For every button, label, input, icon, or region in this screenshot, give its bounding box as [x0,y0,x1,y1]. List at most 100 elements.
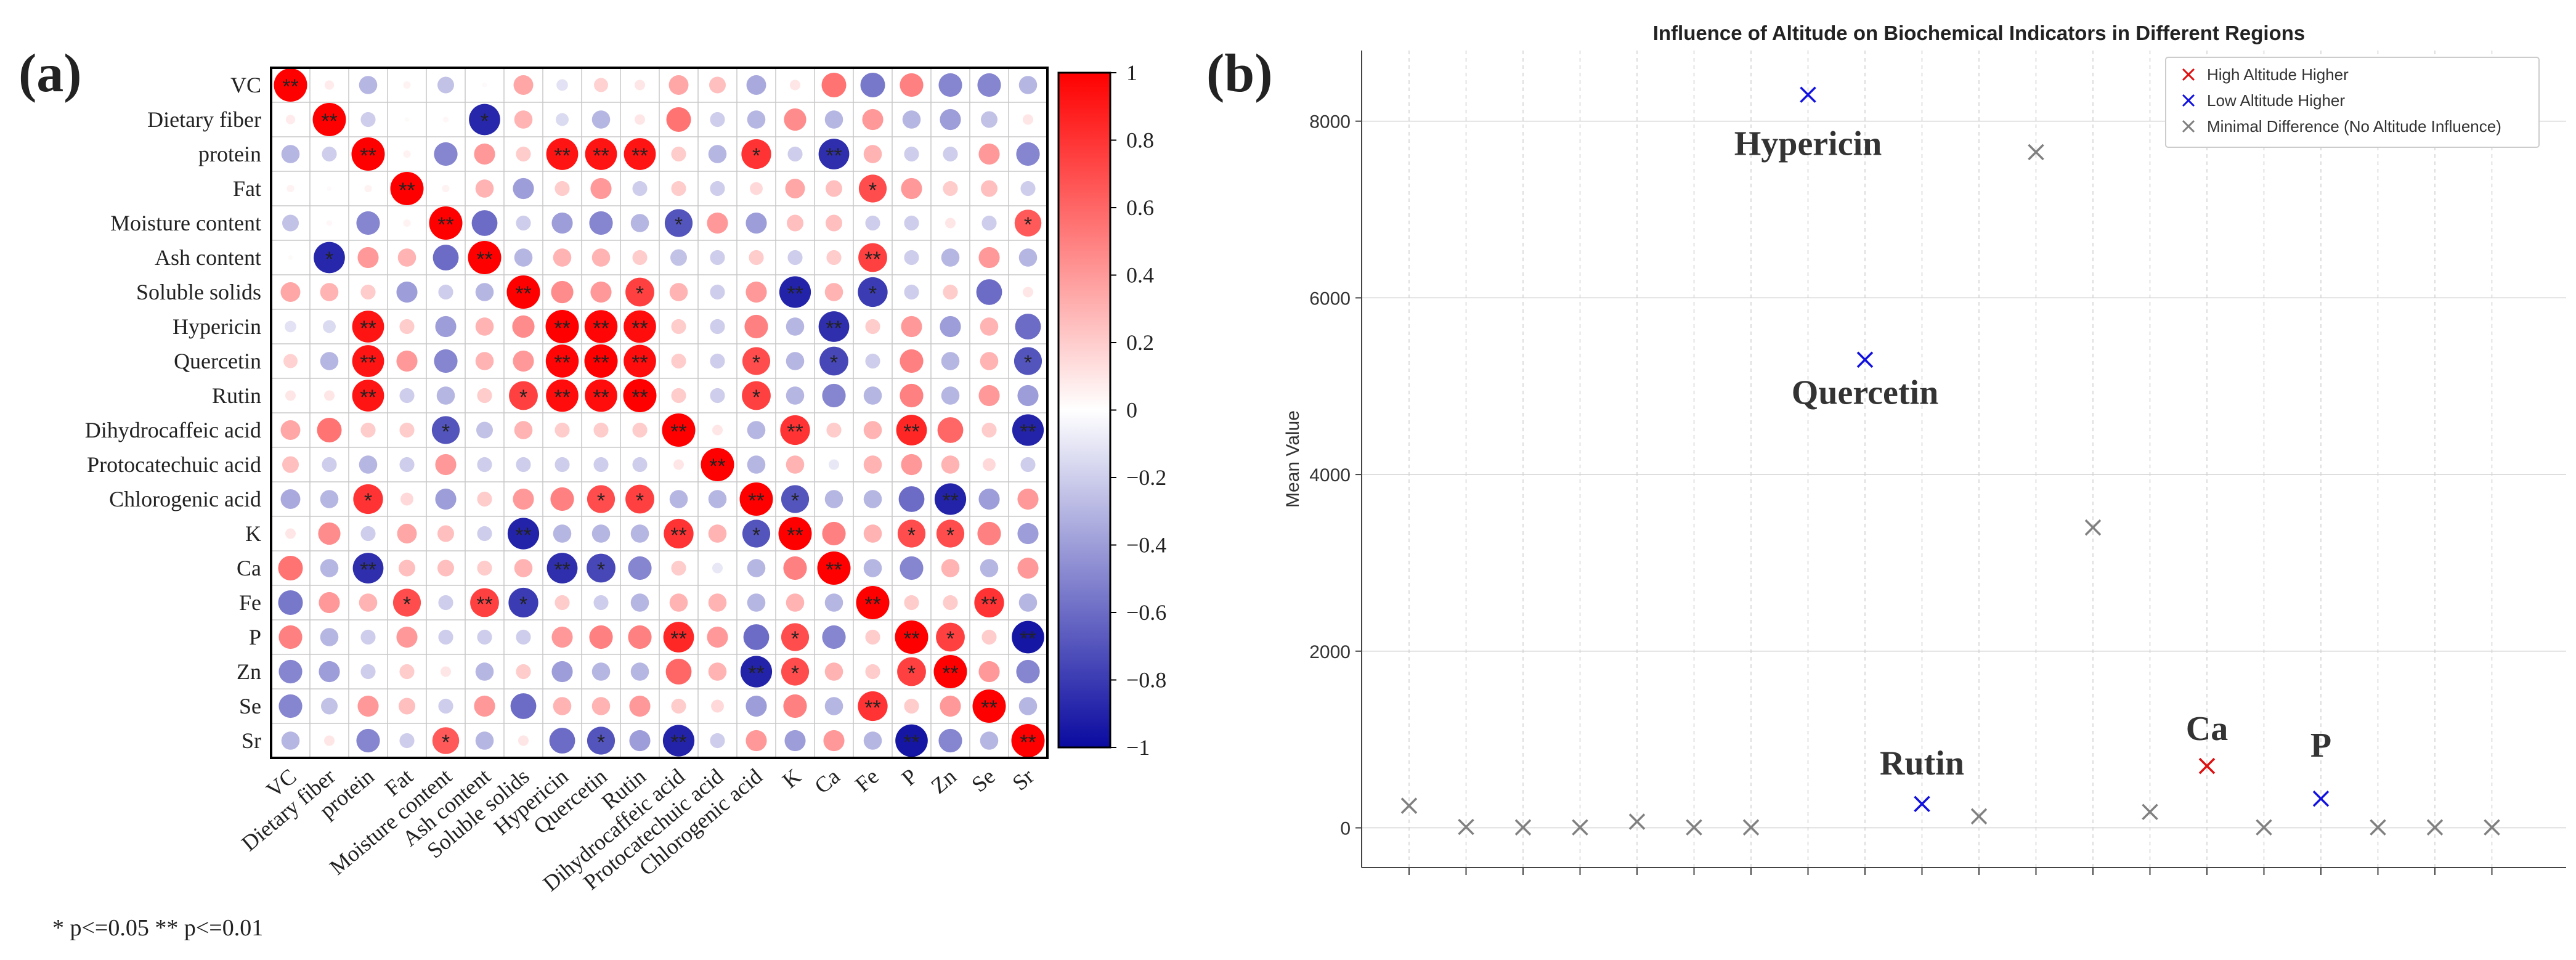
row-labels: VC Dietary fiber protein Fat Moisture conten… [85,73,261,753]
correlation-circle [671,319,686,335]
scatter-point [1400,797,1418,814]
correlation-circle [1015,314,1041,340]
correlation-circle [860,72,885,98]
significance-mark: ** [360,317,376,340]
significance-mark: ** [360,386,376,409]
correlation-circle [858,174,887,203]
significance-mark: ** [670,420,686,444]
correlation-circle [897,657,926,686]
significance-mark: * [442,731,450,754]
correlation-circle [786,317,805,336]
correlation-circle [671,388,686,404]
correlation-circle [556,113,569,126]
significance-mark: ** [826,144,842,168]
correlation-circle [476,421,493,439]
correlation-circle [824,697,843,715]
colorbar-tick-label: 0.4 [1126,263,1154,288]
correlation-circle [701,448,734,481]
colorbar-tick-label: 0.2 [1126,330,1154,355]
significance-mark: * [597,489,605,513]
correlation-circle [822,521,846,546]
significance-mark: * [636,282,644,306]
significance-mark: * [752,386,760,409]
significance-mark: ** [360,351,376,375]
correlation-circle [516,457,531,473]
correlation-circle [477,388,492,404]
correlation-circle [323,390,335,401]
row-label: Zn [237,659,261,684]
significance-mark: ** [554,351,570,375]
correlation-circle [546,138,579,170]
correlation-circle [904,215,919,231]
correlation-circle [712,425,723,436]
correlation-circle [632,250,648,266]
column-label: Se [967,763,999,797]
correlation-circle [671,146,686,162]
scatter-grid [1362,51,2566,868]
correlation-circle [708,524,727,543]
correlation-circle [399,559,415,577]
correlation-circle [710,353,725,369]
y-tick-label: 8000 [1309,112,1351,132]
significance-mark: ** [554,317,570,340]
correlation-circle [824,593,843,612]
correlation-circle [513,350,534,372]
significance-mark: ** [942,489,958,513]
correlation-circle [934,483,967,515]
correlation-circle [1022,114,1034,125]
correlation-circle [437,76,454,94]
significance-mark: ** [1020,420,1036,444]
correlation-circle [359,455,378,474]
correlation-circle [360,422,376,438]
significance-mark: ** [903,731,919,754]
correlation-circle [624,310,656,343]
correlation-circle [980,559,999,577]
correlation-circle [858,277,888,307]
correlation-circle [822,625,846,649]
correlation-circle [741,139,771,169]
correlation-circle [818,139,850,169]
correlation-circle [863,386,882,405]
significance-mark: ** [1020,627,1036,651]
correlation-circle [865,629,880,645]
correlation-circle [817,551,851,585]
correlation-circle [442,184,450,193]
correlation-circle [360,284,376,300]
correlation-circle [396,350,418,372]
row-label: Dietary fiber [147,107,261,132]
significance-mark: * [946,627,954,651]
correlation-circle [826,180,842,197]
correlation-circle [470,588,499,617]
correlation-circle [750,182,763,195]
correlation-circle [662,413,696,447]
colorbar [1057,71,1111,749]
correlation-circle [780,415,810,445]
correlation-circle [786,593,805,612]
correlation-circle [551,280,574,304]
significance-mark: ** [554,386,570,409]
correlation-circle [281,731,300,750]
correlation-circle [397,248,416,267]
correlation-circle [319,661,340,683]
correlation-circle [901,454,922,476]
column-label: Ca [810,763,844,798]
correlation-circle [353,484,383,515]
correlation-circle [357,695,379,717]
significance-mark: ** [593,386,609,409]
correlation-circle [787,214,803,232]
correlation-circle [1022,287,1034,298]
correlation-circle [781,623,810,651]
scatter-point [2256,819,2272,836]
correlation-circle [671,181,686,197]
row-label: Sr [242,728,261,753]
correlation-circle [739,482,773,516]
correlation-circle [628,625,652,649]
row-label: Fe [239,590,261,615]
correlation-circle [280,489,301,509]
legend-label: Low Altitude Higher [2207,91,2345,110]
correlation-circle [742,519,771,548]
correlation-circle [784,108,807,131]
correlation-circle [941,455,960,474]
row-label: Rutin [212,383,261,408]
significance-mark: ** [399,179,415,202]
